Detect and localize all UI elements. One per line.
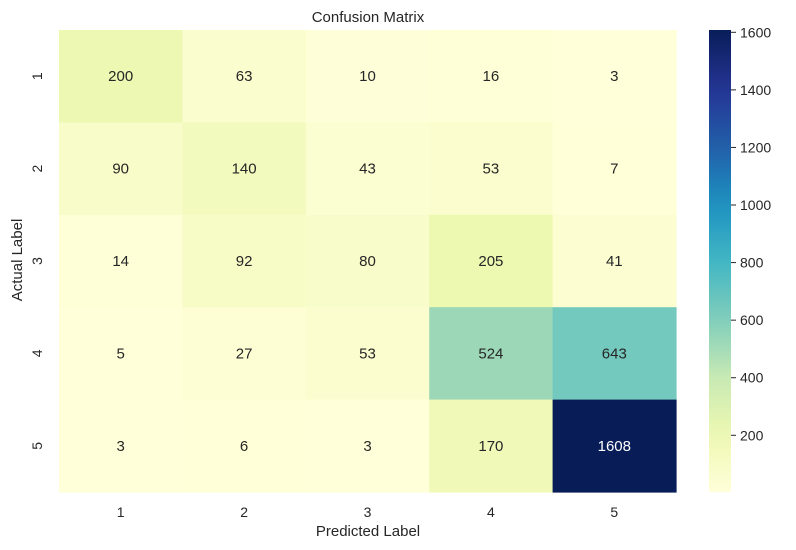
cell-value: 3 [117, 438, 125, 455]
cell-value: 80 [359, 253, 376, 270]
cell-value: 27 [236, 345, 253, 362]
colorbar-tick-label: 1600 [740, 24, 771, 40]
x-tick-label: 4 [487, 504, 495, 520]
y-tick-label: 1 [29, 72, 45, 80]
x-tick-label: 5 [610, 504, 618, 520]
heatmap-cell [429, 307, 554, 401]
cell-value: 7 [610, 161, 618, 178]
heatmap-cell [305, 307, 430, 401]
cell-value: 3 [363, 438, 371, 455]
cell-value: 140 [232, 161, 257, 178]
cell-value: 10 [359, 68, 376, 85]
heatmap-cell [59, 30, 183, 123]
heatmap-cell [429, 214, 554, 308]
cell-value: 90 [112, 161, 129, 178]
cell-value: 92 [236, 253, 253, 270]
colorbar-tick-label: 200 [740, 427, 764, 443]
heatmap-cells [59, 30, 677, 493]
x-axis-ticks: 1 2 3 4 5 [117, 504, 619, 520]
heatmap-cell [182, 30, 307, 123]
colorbar-tick-label: 400 [740, 370, 764, 386]
colorbar-tick-label: 600 [740, 312, 764, 328]
heatmap-cell [552, 122, 677, 216]
heatmap-cell [552, 399, 677, 493]
heatmap-cell [182, 122, 307, 216]
cell-value: 41 [606, 253, 623, 270]
cell-value: 1608 [598, 438, 631, 455]
y-tick-label: 3 [29, 257, 45, 265]
heatmap-cell [59, 122, 183, 216]
y-tick-label: 5 [29, 442, 45, 450]
colorbar-tick-label: 1200 [740, 139, 771, 155]
colorbar [709, 30, 731, 492]
cell-value: 43 [359, 161, 376, 178]
cell-value: 205 [478, 253, 503, 270]
heatmap-cell [182, 307, 307, 401]
heatmap-cell [552, 214, 677, 308]
cell-value: 643 [602, 345, 627, 362]
heatmap-cell [429, 122, 554, 216]
cell-value: 5 [117, 345, 125, 362]
x-axis-label: Predicted Label [316, 523, 420, 540]
x-tick-label: 3 [364, 504, 372, 520]
colorbar-tick-label: 800 [740, 255, 764, 271]
x-tick-label: 1 [117, 504, 125, 520]
heatmap-cell [59, 399, 183, 493]
cell-value: 53 [359, 345, 376, 362]
cell-value: 6 [240, 438, 248, 455]
colorbar-tick-label: 1000 [740, 197, 771, 213]
heatmap-cell [429, 399, 554, 493]
cell-value: 170 [478, 438, 503, 455]
heatmap-cell [305, 399, 430, 493]
heatmap-cell [305, 122, 430, 216]
heatmap-cell [59, 214, 183, 308]
y-axis-label: Actual Label [9, 219, 26, 302]
cell-value: 63 [236, 68, 253, 85]
heatmap-cell [552, 307, 677, 401]
cell-value: 53 [483, 161, 500, 178]
cell-value: 524 [478, 345, 503, 362]
heatmap-cell [182, 399, 307, 493]
cell-value: 14 [112, 253, 129, 270]
heatmap-cell [59, 307, 183, 401]
cell-value: 16 [483, 68, 500, 85]
colorbar-ticks: 200 400 600 800 1000 1200 1400 1600 [731, 24, 771, 443]
heatmap-cell [429, 30, 554, 123]
heatmap-cell [182, 214, 307, 308]
cell-value: 200 [108, 68, 133, 85]
y-tick-label: 2 [29, 164, 45, 172]
y-tick-label: 4 [29, 349, 45, 357]
heatmap-cell [552, 30, 677, 123]
y-axis-ticks: 1 2 3 4 5 [29, 72, 45, 450]
cell-annotations: 200 63 10 16 390 140 43 53 714 92 80 205 415 27 53 524 6… [108, 68, 631, 455]
heatmap-cell [305, 30, 430, 123]
heatmap-cell [305, 214, 430, 308]
x-tick-label: 2 [240, 504, 248, 520]
colorbar-tick-label: 1400 [740, 82, 771, 98]
cell-value: 3 [610, 68, 618, 85]
chart-title: Confusion Matrix [312, 9, 425, 26]
